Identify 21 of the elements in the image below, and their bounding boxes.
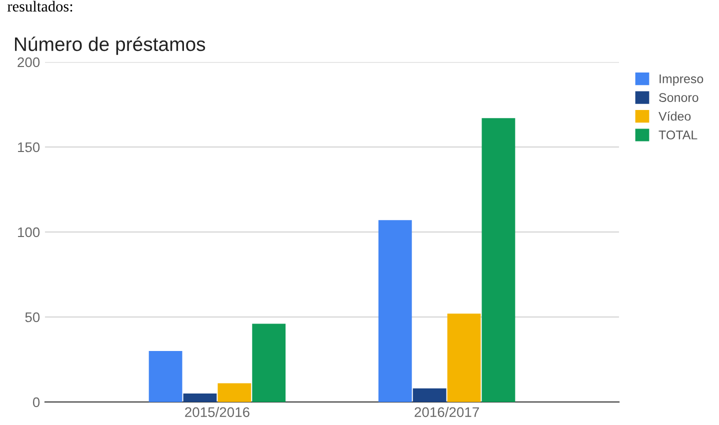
y-tick-label: 0 [32, 397, 40, 408]
x-tick-label: 2015/2016 [185, 406, 250, 418]
bar [482, 118, 516, 402]
legend-label: TOTAL [658, 130, 698, 140]
y-tick-label: 200 [18, 57, 40, 68]
text: resultados: [7, 0, 72, 12]
legend-label: Impreso [660, 74, 704, 86]
bar [218, 383, 252, 402]
bar [148, 351, 182, 402]
y-tick-label: 150 [18, 142, 40, 152]
bar [252, 324, 286, 402]
y-tick-label: 100 [18, 227, 40, 238]
bar [412, 388, 446, 402]
legend-label: Vídeo [658, 111, 691, 121]
y-tick-label: 50 [25, 312, 40, 322]
x-tick-label: 2016/2017 [414, 406, 479, 418]
bar [183, 394, 217, 402]
bar [378, 220, 412, 402]
chart-title: Número de préstamos [15, 36, 206, 55]
legend-label: Sonoro [659, 93, 698, 102]
bar [447, 314, 481, 402]
